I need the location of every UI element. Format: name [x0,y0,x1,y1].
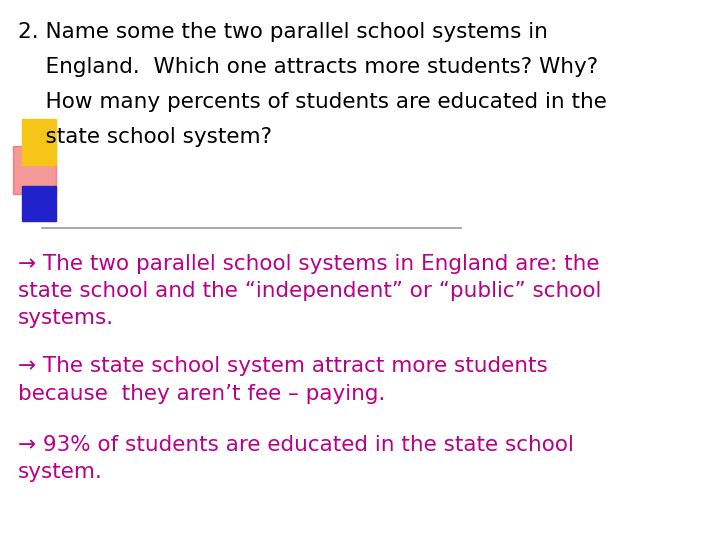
Text: state school system?: state school system? [18,127,272,147]
Bar [22,119,56,165]
Bar [13,146,56,194]
Text: → The state school system attract more students
because  they aren’t fee – payin: → The state school system attract more s… [18,356,548,403]
Text: → 93% of students are educated in the state school
system.: → 93% of students are educated in the st… [18,435,574,482]
Text: 2. Name some the two parallel school systems in: 2. Name some the two parallel school sys… [18,22,548,42]
Text: England.  Which one attracts more students? Why?: England. Which one attracts more student… [18,57,598,77]
Text: How many percents of students are educated in the: How many percents of students are educat… [18,92,607,112]
Text: → The two parallel school systems in England are: the
state school and the “inde: → The two parallel school systems in Eng… [18,254,601,328]
Bar [22,186,56,221]
